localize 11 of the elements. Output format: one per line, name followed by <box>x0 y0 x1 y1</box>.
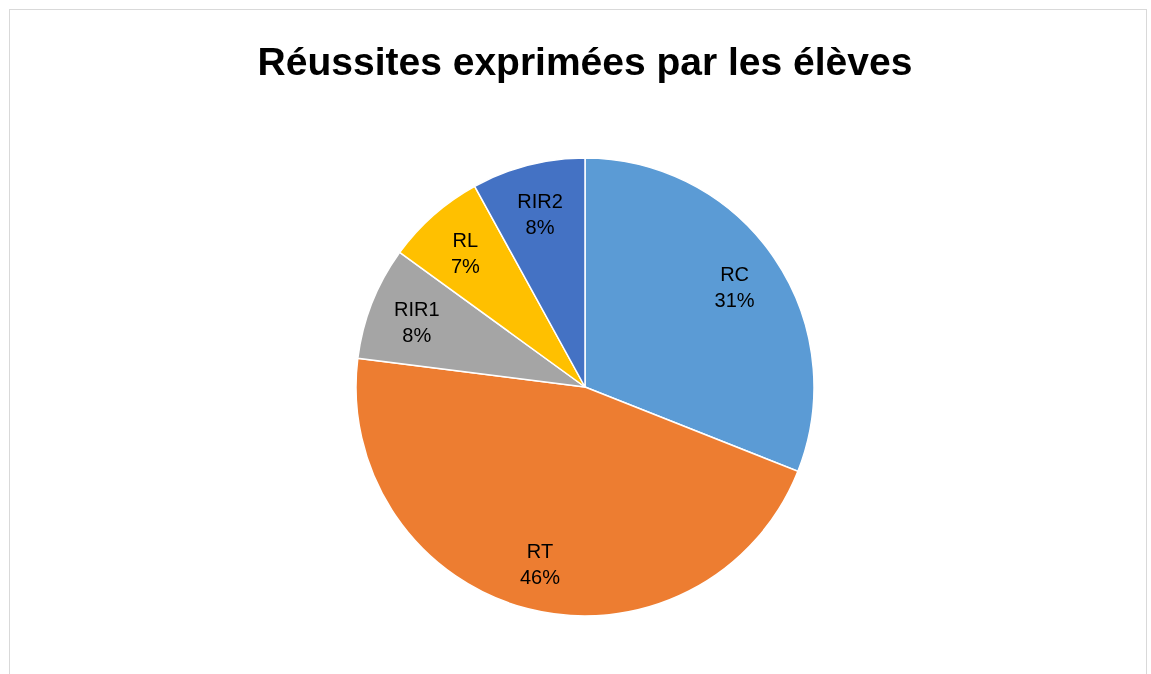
data-label: 31% <box>714 289 755 312</box>
data-label: 7% <box>450 255 481 278</box>
slice-label: RIR2 <box>517 189 563 212</box>
slice-label: RC <box>720 263 750 286</box>
data-label: 8% <box>525 215 555 238</box>
slice-label: RT <box>526 540 554 563</box>
data-label: 8% <box>402 324 432 347</box>
slice-label: RIR1 <box>394 298 440 321</box>
slice-label: RL <box>452 229 479 252</box>
data-label: 46% <box>519 566 561 589</box>
chart-title: Réussites exprimées par les élèves <box>257 40 913 83</box>
